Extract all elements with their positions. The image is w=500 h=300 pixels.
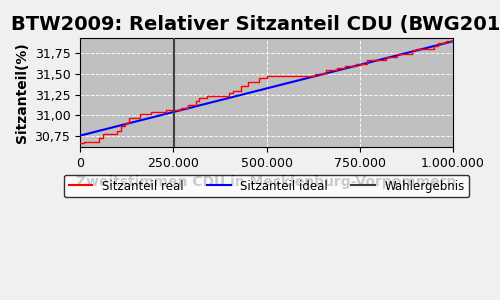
X-axis label: Zweitstimmen CDU in Mecklenburg-Vorpommern: Zweitstimmen CDU in Mecklenburg-Vorpomme…	[76, 175, 457, 189]
Legend: Sitzanteil real, Sitzanteil ideal, Wahlergebnis: Sitzanteil real, Sitzanteil ideal, Wahle…	[64, 175, 470, 197]
Y-axis label: Sitzanteil(%): Sitzanteil(%)	[15, 42, 29, 143]
Title: BTW2009: Relativer Sitzanteil CDU (BWG2011): BTW2009: Relativer Sitzanteil CDU (BWG20…	[10, 15, 500, 34]
